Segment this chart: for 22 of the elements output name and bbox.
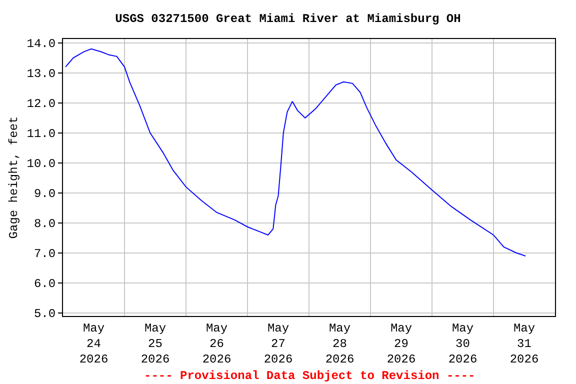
- x-tick-label: May 24 2026: [79, 321, 108, 367]
- x-tick-label: May 28 2026: [325, 321, 354, 367]
- y-axis-title: Gage height, feet: [7, 116, 22, 239]
- y-tick-label: 10.0: [26, 157, 56, 172]
- x-tick-label: May 29 2026: [386, 321, 416, 367]
- y-tick-label: 12.0: [26, 97, 56, 112]
- y-tick-label: 6.0: [34, 277, 56, 292]
- text: ---- Provisional Data Subject to Revision ----: [144, 369, 476, 383]
- y-tick-label: 7.0: [34, 247, 56, 262]
- y-tick-label: 11.0: [26, 127, 56, 142]
- x-tick-label: May 27 2026: [264, 321, 293, 367]
- x-tick-label: May 31 2026: [510, 321, 539, 367]
- y-tick-label: 14.0: [26, 37, 56, 52]
- line-series: [65, 48, 526, 256]
- chart-title: USGS 03271500 Great Miami River at Miamisburg OH: [115, 12, 461, 26]
- y-tick-label: 9.0: [34, 187, 56, 202]
- x-tick-label: May 30 2026: [448, 321, 478, 367]
- x-tick-label: May 25 2026: [140, 321, 170, 367]
- x-tick-label: May 26 2026: [202, 321, 232, 367]
- y-tick-label: 13.0: [26, 67, 56, 82]
- y-tick-label: 8.0: [34, 217, 56, 232]
- y-tick-label: 5.0: [34, 307, 56, 322]
